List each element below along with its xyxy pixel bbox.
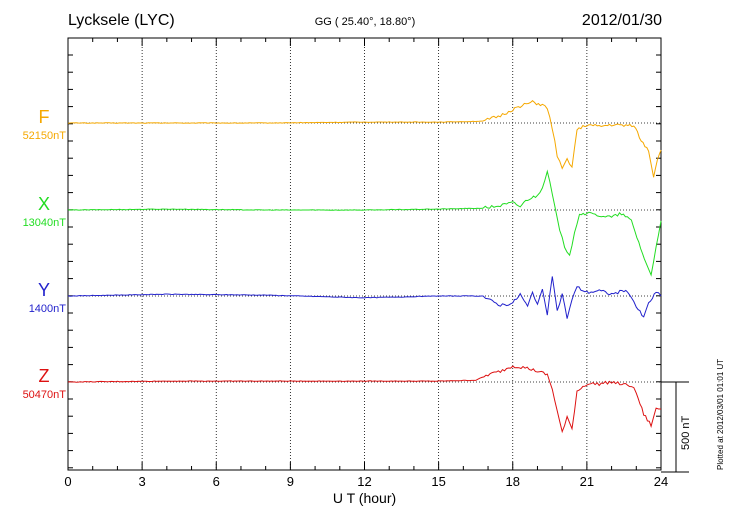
- scale-bar-label: 500 nT: [680, 415, 692, 450]
- channel-label-x: X: [37, 194, 50, 214]
- station-title: Lycksele (LYC): [68, 12, 175, 29]
- x-tick-label: 12: [357, 474, 372, 489]
- x-tick-label: 3: [138, 474, 146, 489]
- series-line-y: [67, 276, 662, 319]
- axis-ticks: [67, 38, 662, 470]
- station-coordinates: GG ( 25.40°, 18.80°): [314, 16, 416, 28]
- channel-baseline-z: 50470nT: [22, 389, 66, 401]
- channel-baseline-y: 1400nT: [28, 303, 66, 315]
- channel-label-z: Z: [38, 366, 50, 386]
- series-line-x: [67, 169, 662, 277]
- series-line-z: [67, 365, 661, 434]
- x-tick-label: 24: [653, 474, 669, 489]
- channel-label-y: Y: [37, 280, 50, 300]
- series-lines: [67, 100, 662, 434]
- x-tick-label: 15: [431, 474, 446, 489]
- channel-label-f: F: [38, 107, 50, 127]
- scale-bar: [661, 381, 689, 473]
- channel-baseline-x: 13040nT: [22, 217, 66, 229]
- x-axis-label: U T (hour): [332, 490, 397, 506]
- x-tick-label: 6: [212, 474, 220, 489]
- x-tick-label: 9: [286, 474, 294, 489]
- x-tick-label: 0: [64, 474, 72, 489]
- x-tick-label: 18: [505, 474, 520, 489]
- channel-baseline-f: 52150nT: [22, 130, 66, 142]
- grid: [141, 38, 588, 470]
- plot-date: 2012/01/30: [581, 12, 662, 29]
- plotted-timestamp: Plotted at 2012/03/01 01:01 UT: [716, 358, 725, 470]
- x-tick-label: 21: [579, 474, 595, 489]
- series-line-f: [67, 100, 662, 178]
